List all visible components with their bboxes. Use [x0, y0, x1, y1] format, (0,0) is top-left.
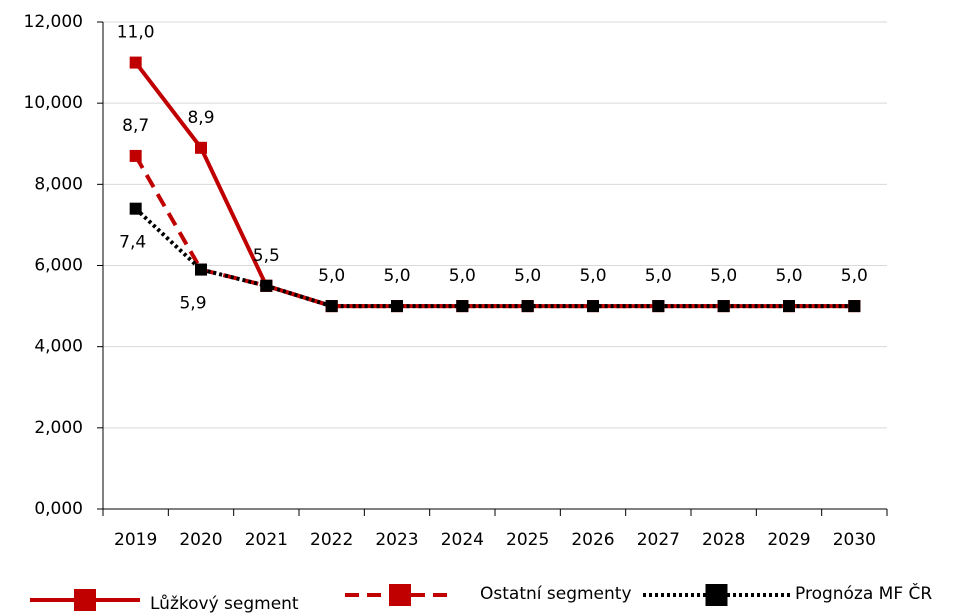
data-label: 8,7: [122, 116, 149, 136]
x-tick-label: 2020: [179, 530, 222, 550]
data-label: 5,0: [579, 266, 606, 286]
series-line: [134, 207, 855, 309]
legend-marker: [389, 584, 411, 606]
marker: [129, 202, 142, 215]
x-tick-label: 2028: [702, 530, 745, 550]
y-tick-label: 0,000: [34, 499, 83, 519]
marker: [587, 300, 599, 313]
marker: [129, 149, 142, 162]
data-label: 11,0: [117, 23, 155, 43]
data-label: 5,0: [841, 266, 868, 286]
marker: [783, 300, 795, 313]
marker: [717, 300, 730, 313]
data-label: 5,0: [318, 266, 345, 286]
data-label: 5,0: [710, 266, 737, 286]
y-tick-label: 4,000: [34, 337, 83, 357]
x-tick-label: 2029: [767, 530, 810, 550]
marker: [391, 300, 403, 313]
marker: [325, 300, 338, 313]
data-label: 5,0: [645, 266, 672, 286]
data-label: 5,0: [449, 266, 476, 286]
data-label: 5,0: [775, 266, 802, 286]
marker: [456, 300, 469, 313]
y-tick-label: 8,000: [34, 174, 83, 194]
x-tick-label: 2023: [375, 530, 418, 550]
x-tick-label: 2022: [310, 530, 353, 550]
marker: [129, 56, 142, 69]
x-tick-label: 2027: [637, 530, 680, 550]
data-label: 5,5: [253, 246, 280, 266]
data-label: 5,9: [179, 294, 206, 314]
x-tick-label: 2025: [506, 530, 549, 550]
legend-marker: [74, 589, 96, 611]
marker: [652, 300, 665, 313]
legend-marker: [705, 584, 728, 606]
y-tick-label: 12,000: [24, 12, 83, 32]
legend-label: Lůžkový segment: [150, 594, 299, 613]
y-tick-label: 10,000: [24, 93, 83, 113]
x-tick-label: 2026: [571, 530, 614, 550]
x-tick-label: 2019: [114, 530, 157, 550]
y-tick-label: 2,000: [34, 418, 83, 438]
marker: [195, 141, 207, 154]
x-tick-label: 2024: [441, 530, 484, 550]
legend-label: Prognóza MF ČR: [795, 582, 932, 604]
data-label: 8,9: [187, 108, 214, 128]
data-label: 7,4: [119, 233, 146, 253]
series-line: [133, 154, 855, 309]
marker: [848, 300, 861, 313]
data-label: 5,0: [514, 266, 541, 286]
marker: [195, 263, 207, 276]
marker: [521, 300, 534, 313]
legend-label: Ostatní segmenty: [480, 584, 632, 604]
marker: [260, 279, 273, 292]
data-label: 5,0: [383, 266, 410, 286]
x-tick-label: 2030: [833, 530, 876, 550]
x-tick-label: 2021: [245, 530, 288, 550]
y-tick-label: 6,000: [34, 256, 83, 276]
